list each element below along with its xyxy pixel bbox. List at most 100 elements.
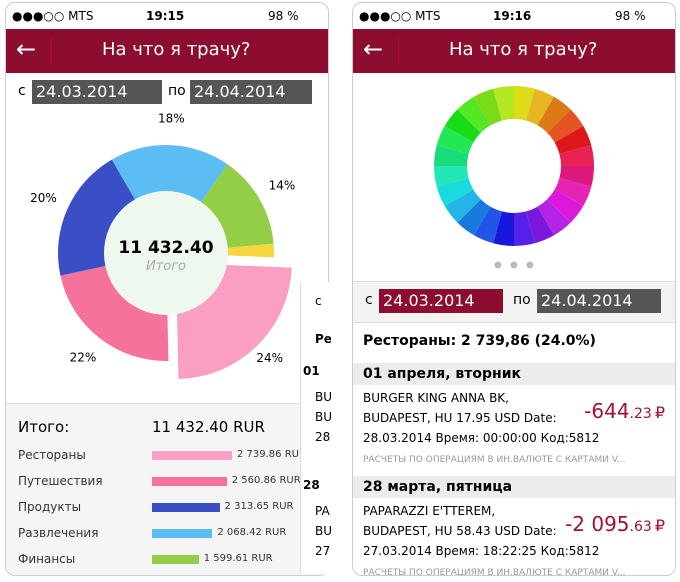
wheel-segment bbox=[526, 88, 554, 126]
battery: 98 % bbox=[268, 9, 299, 23]
header: ← На что я трачу? bbox=[6, 29, 328, 73]
carrier-name: MTS bbox=[68, 9, 94, 23]
donut-caption: Итого bbox=[146, 259, 186, 274]
header: ← На что я трачу? bbox=[353, 29, 675, 73]
wheel-segment bbox=[474, 206, 502, 244]
item-note: РАСЧЕТЫ ПО ОПЕРАЦИЯМ В ИН.ВАЛЮТЕ С КАРТА… bbox=[363, 568, 626, 576]
slice-label: 22% bbox=[70, 351, 97, 365]
battery: 98 % bbox=[615, 9, 646, 23]
row-amount: 1 599.61 RUR bbox=[203, 553, 273, 564]
carrier: ●●●○○ MTS bbox=[359, 9, 441, 23]
wheel-segment bbox=[547, 189, 584, 223]
peek-text: 27 bbox=[315, 544, 331, 558]
wheel-segment bbox=[457, 199, 491, 236]
peek-text: BU bbox=[315, 410, 331, 424]
wheel-segment bbox=[554, 178, 592, 206]
amount-whole: -644 bbox=[584, 399, 630, 423]
to-date[interactable]: 24.04.2014 bbox=[190, 80, 312, 104]
donut-hole bbox=[104, 191, 228, 315]
title: На что я трачу? bbox=[449, 39, 598, 60]
back-button[interactable]: ← bbox=[363, 35, 384, 63]
category-wheel[interactable] bbox=[353, 73, 675, 283]
wheel-segment bbox=[547, 109, 584, 143]
group-date: 01 апреля, вторник bbox=[363, 366, 522, 382]
time: 19:15 bbox=[146, 9, 185, 23]
wheel-segment bbox=[493, 211, 514, 246]
donut-total: 11 432.40 bbox=[118, 238, 213, 258]
wheel-segment bbox=[434, 145, 469, 166]
row-amount: 2 739.86 RUR bbox=[237, 449, 306, 460]
item-line: BURGER KING ANNA BK, bbox=[363, 391, 509, 405]
to-date[interactable]: 24.04.2014 bbox=[537, 289, 661, 313]
row-name: Путешествия bbox=[18, 474, 103, 488]
wheel-segment bbox=[537, 96, 571, 133]
group-header bbox=[353, 363, 675, 385]
carrier: ●●●○○ MTS bbox=[12, 9, 94, 23]
item-line: BUDAPEST, HU 17.95 USD Date: bbox=[363, 411, 557, 425]
back-button[interactable]: ← bbox=[16, 35, 37, 63]
wheel-segment bbox=[436, 178, 474, 206]
row-name: Продукты bbox=[18, 500, 82, 514]
from-label: с bbox=[18, 83, 26, 99]
wheel-segment bbox=[559, 166, 594, 187]
summary: Итого: 11 432.40 RUR Рестораны 2 739.86 R… bbox=[6, 403, 328, 575]
amount-cents: .23 bbox=[629, 406, 652, 422]
item-line: PAPARAZZI E'TTEREM, bbox=[363, 504, 496, 518]
wheel-segment bbox=[444, 189, 481, 223]
peek-text: 01 bbox=[303, 364, 320, 378]
left-phone: ●●●○○ MTS 19:15 98 % ← На что я трачу? с… bbox=[5, 2, 329, 576]
row-bar bbox=[152, 529, 213, 538]
amount-currency: ₽ bbox=[654, 516, 665, 535]
item-line: 27.03.2014 Время: 18:22:25 Код:5812 bbox=[363, 544, 600, 558]
wheel-segment bbox=[554, 126, 592, 154]
slice-label: 20% bbox=[30, 191, 57, 205]
page-dot bbox=[526, 261, 534, 269]
row-name: Финансы bbox=[18, 552, 76, 566]
amount-whole: -2 095 bbox=[565, 512, 630, 536]
wheel-segment bbox=[436, 126, 474, 154]
peek-text: BU bbox=[315, 524, 331, 538]
wheel-segment bbox=[474, 88, 502, 126]
item-amount: -644.23 ₽ bbox=[584, 399, 665, 423]
peek-text: Ре bbox=[315, 332, 331, 346]
right-phone: ●●●○○ MTS 19:16 98 % ← На что я трачу? с… bbox=[352, 2, 676, 576]
wheel-segment bbox=[526, 206, 554, 244]
item-amount: -2 095.63 ₽ bbox=[565, 512, 665, 536]
slice-label: 14% bbox=[269, 178, 296, 192]
wheel-segment bbox=[537, 199, 571, 236]
wheel-segment bbox=[457, 96, 491, 133]
title: На что я трачу? bbox=[102, 39, 251, 60]
to-label: по bbox=[513, 292, 531, 308]
wheel-segment bbox=[514, 211, 535, 246]
to-label: по bbox=[168, 83, 186, 99]
page-dot bbox=[510, 261, 518, 269]
peek-text: с bbox=[315, 294, 322, 308]
page-dot bbox=[494, 261, 502, 269]
from-label: с bbox=[365, 292, 373, 308]
wheel-segment bbox=[493, 86, 514, 121]
amount-cents: .63 bbox=[629, 519, 652, 535]
peek-text: 28 bbox=[303, 478, 320, 492]
wheel-segment bbox=[434, 166, 469, 187]
row-bar bbox=[152, 477, 227, 486]
row-name: Развлечения bbox=[18, 526, 99, 540]
row-bar bbox=[152, 451, 232, 460]
total-label: Итого: bbox=[18, 418, 70, 436]
peek-text: 28 bbox=[315, 430, 331, 444]
item-line: BUDAPEST, HU 58.43 USD Date: bbox=[363, 524, 557, 538]
total-amount: 11 432.40 RUR bbox=[152, 418, 265, 436]
from-date[interactable]: 24.03.2014 bbox=[32, 80, 162, 104]
row-amount: 2 313.65 RUR bbox=[224, 501, 294, 512]
slice-label: 18% bbox=[158, 113, 185, 126]
item-line: 28.03.2014 Время: 00:00:00 Код:5812 bbox=[363, 431, 600, 445]
group-date: 28 марта, пятница bbox=[363, 479, 513, 495]
row-name: Рестораны bbox=[18, 448, 86, 462]
carrier-name: MTS bbox=[415, 9, 441, 23]
group-header bbox=[353, 476, 675, 498]
wheel-segment bbox=[514, 86, 535, 121]
peek-screen: с Ре 01 BU BU 28 28 PA BU 27 bbox=[300, 282, 331, 574]
from-date[interactable]: 24.03.2014 bbox=[379, 289, 503, 313]
slice-label: 24% bbox=[256, 351, 283, 365]
